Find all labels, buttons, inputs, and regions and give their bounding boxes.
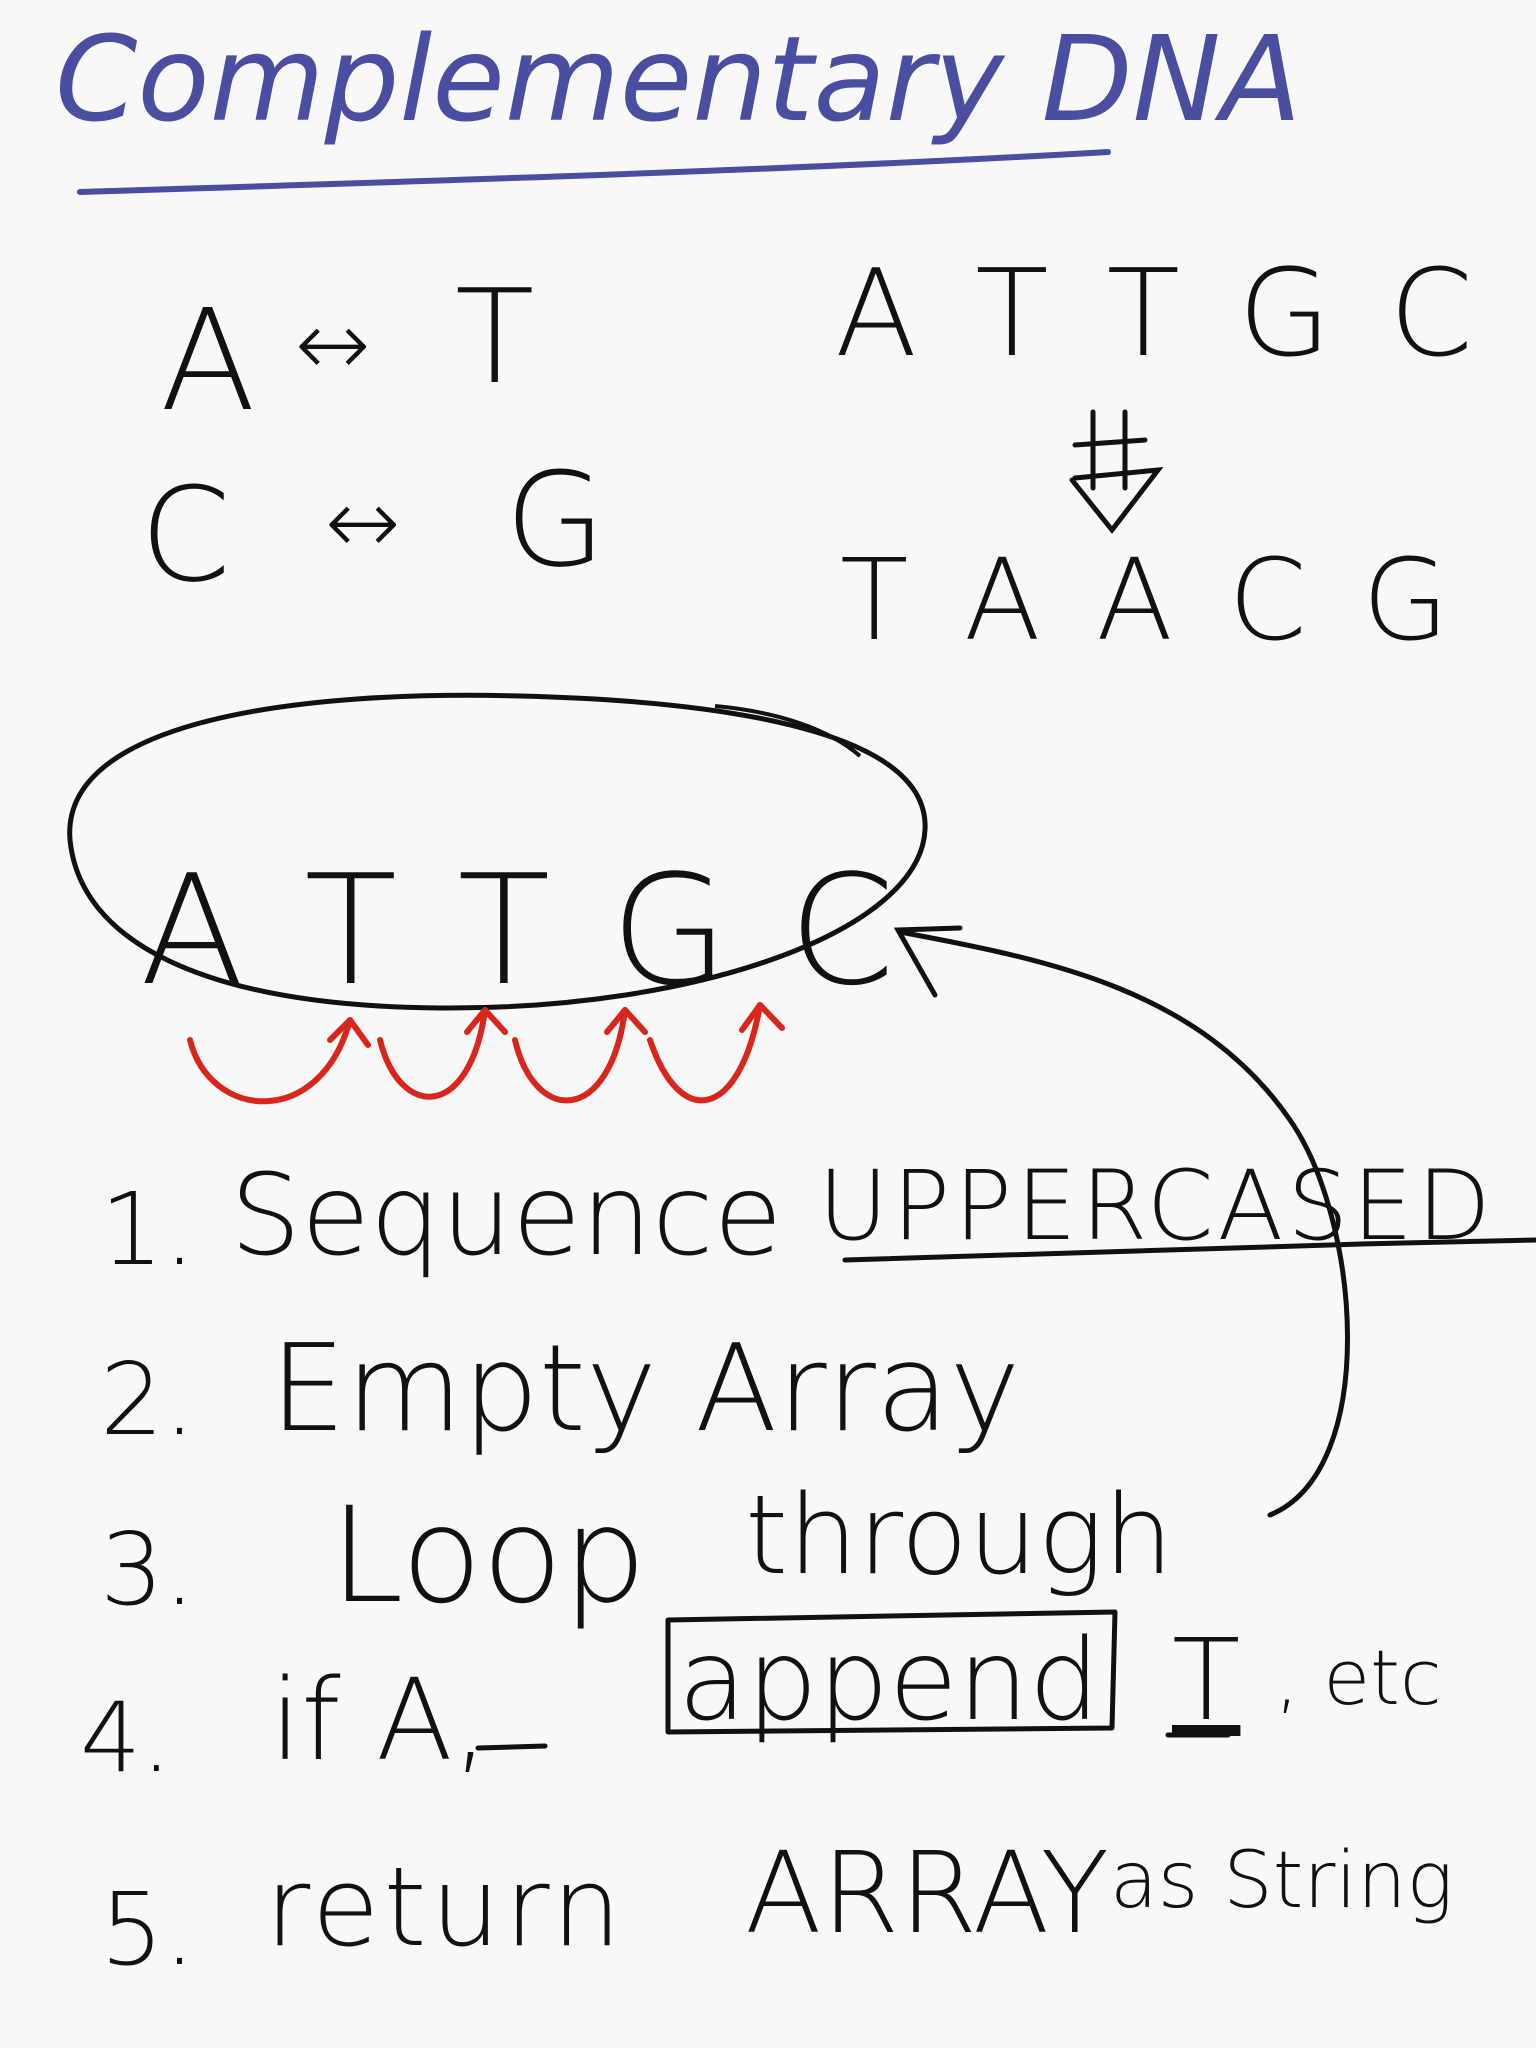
append-box <box>665 1609 1118 1735</box>
step-5-extra: ARRAY <box>745 1829 1110 1959</box>
step-5-number: 5. <box>100 1871 196 1988</box>
step-5-text: return <box>265 1843 626 1971</box>
uppercased-underline <box>842 1237 1536 1263</box>
step-3-extra: through <box>745 1471 1174 1599</box>
step-2-number: 2. <box>100 1341 196 1458</box>
step-4-etc: , etc <box>1275 1633 1442 1722</box>
step-3-text: Loop <box>330 1479 647 1633</box>
pair-a-left: A <box>160 280 256 443</box>
down-arrow-icon <box>1069 409 1164 535</box>
step-1-extra: UPPERCASED <box>818 1150 1495 1262</box>
step-2-text: Empty Array <box>270 1320 1021 1459</box>
title-underline <box>77 149 1111 195</box>
step-1-number: 1. <box>100 1171 196 1288</box>
step-4-extra: append <box>678 1616 1100 1746</box>
step-4-number: 4. <box>80 1682 172 1794</box>
step-4-text: if A, <box>270 1656 489 1786</box>
pair-c-arrow: ↔ <box>325 470 401 575</box>
step-3-number: 3. <box>100 1511 196 1628</box>
red-hop-arrows <box>187 1002 785 1105</box>
sequence-ellipse <box>67 692 928 1011</box>
page-title: Complementary DNA <box>55 10 1302 148</box>
pair-a-right: T <box>455 261 535 413</box>
loop-arrow <box>897 929 1350 1518</box>
step-5-tail: as String <box>1110 1836 1454 1926</box>
circled-sequence: A T T G C <box>140 842 901 1019</box>
pair-c-left: C <box>140 459 231 611</box>
step-4-tail: T <box>1172 1616 1241 1746</box>
pair-c-right: G <box>505 444 606 596</box>
step-1-text: Sequence <box>230 1151 783 1281</box>
example-input: A T T G C <box>835 245 1484 384</box>
example-output: T A A C G <box>840 536 1460 666</box>
pair-a-arrow: ↔ <box>295 292 371 397</box>
